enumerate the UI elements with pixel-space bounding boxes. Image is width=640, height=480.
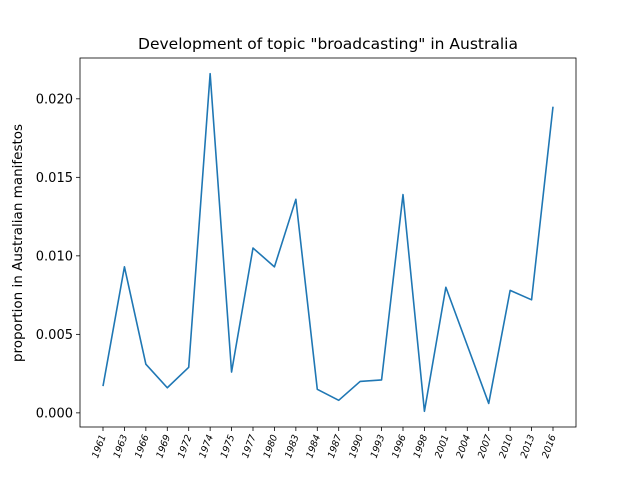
x-tick-label: 2004 (454, 433, 473, 459)
y-tick-label: 0.015 (36, 171, 73, 186)
y-tick-label: 0.020 (36, 92, 73, 107)
x-tick-label: 1984 (304, 433, 323, 459)
plot-area: 0.000 0.005 0.010 0.015 0.020 1961 1963 1966 196… (36, 57, 577, 460)
x-tick-label: 1972 (176, 433, 195, 459)
y-tick-label: 0.010 (36, 249, 73, 264)
x-tick-label: 1966 (133, 433, 152, 459)
x-tick-label: 1961 (90, 433, 109, 459)
x-tick-label: 2010 (497, 433, 516, 459)
x-tick-label: 1983 (283, 433, 302, 459)
x-tick-label: 2016 (540, 433, 559, 459)
x-tick-label: 1974 (197, 433, 216, 459)
x-tick-label: 1977 (240, 433, 259, 459)
x-tick-label: 1993 (369, 433, 388, 459)
axes-frame (79, 57, 577, 428)
x-tick-label: 1980 (262, 433, 281, 459)
x-tick-label: 1975 (219, 433, 238, 459)
x-tick-label: 1987 (326, 433, 345, 459)
x-tick-label: 2013 (519, 433, 538, 459)
x-tick-label: 1990 (347, 433, 366, 459)
x-tick-label: 1998 (412, 433, 431, 459)
y-axis-label: proportion in Australian manifestos (10, 124, 26, 362)
y-tick-label: 0.000 (36, 406, 73, 421)
x-tick-label: 2007 (476, 433, 495, 459)
x-tick-label: 2001 (433, 433, 452, 459)
y-tick-label: 0.005 (36, 328, 73, 343)
series-line (102, 72, 554, 413)
x-tick-label: 1996 (390, 433, 409, 459)
chart-title: Development of topic "broadcasting" in A… (138, 35, 518, 53)
x-tick-label: 1969 (154, 433, 173, 459)
x-tick-label: 1963 (112, 433, 131, 459)
